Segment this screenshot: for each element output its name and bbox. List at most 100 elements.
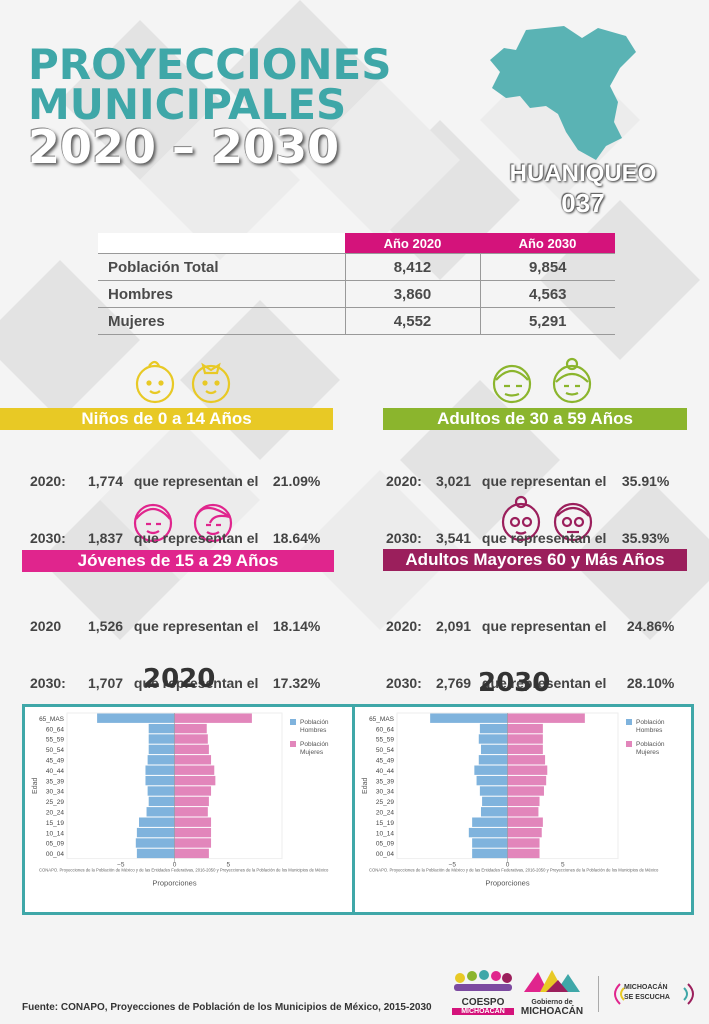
table-header-2020: Año 2020 xyxy=(345,233,480,254)
y-tick-label: 10_14 xyxy=(376,830,394,837)
cell-2020: 8,412 xyxy=(344,253,480,281)
escucha-line1: MICHOACÁN xyxy=(624,984,668,991)
coespo-people-icon xyxy=(454,970,512,991)
bar-mujeres xyxy=(507,817,543,827)
chart-source-note: CONAPO. Proyecciones de la Población de … xyxy=(369,868,659,873)
bar-mujeres xyxy=(507,775,547,786)
bar-hombres xyxy=(476,775,508,786)
chart-source-note: CONAPO. Proyecciones de la Población de … xyxy=(39,868,329,873)
bar-hombres xyxy=(472,838,508,848)
chart-year-right: 2030 xyxy=(478,668,551,698)
y-tick-label: 00_04 xyxy=(46,851,64,858)
escucha-line2: SE ESCUCHA xyxy=(624,994,670,1001)
y-tick-label: 35_39 xyxy=(46,778,64,785)
legend-label: Población Hombres xyxy=(300,719,329,734)
y-tick-label: 25_29 xyxy=(46,799,64,806)
logo-divider xyxy=(598,976,599,1012)
group-band-adultos: Adultos de 30 a 59 Años xyxy=(383,408,687,430)
stat-year: 2030: xyxy=(30,530,66,546)
table-row: Mujeres 4,552 5,291 xyxy=(98,307,615,335)
y-tick-label: 35_39 xyxy=(376,778,394,785)
youth-faces-icon xyxy=(133,503,233,543)
y-tick-label: 25_29 xyxy=(376,799,394,806)
stat-line: 2020: 1,774 que representan el 21.09% xyxy=(30,472,320,491)
bar-mujeres xyxy=(174,796,209,807)
bar-hombres xyxy=(482,796,508,807)
stat-year: 2030: xyxy=(30,675,66,691)
y-tick-label: 55_59 xyxy=(376,737,394,744)
cell-2030: 9,854 xyxy=(479,253,615,281)
adult-faces-icon xyxy=(492,357,592,404)
group-stats-mayores: 2020: 2,091 que representan el 24.86% 2030… xyxy=(386,579,674,712)
bar-mujeres xyxy=(507,848,540,859)
bar-hombres xyxy=(478,734,508,744)
signal-right-icon xyxy=(683,983,694,1005)
bar-hombres xyxy=(468,827,508,838)
gobierno-emblem-icon xyxy=(524,970,580,992)
group-band-ninos: Niños de 0 a 14 Años xyxy=(0,408,333,430)
bar-mujeres xyxy=(174,848,209,859)
bar-hombres xyxy=(148,723,175,734)
stat-count: 2,769 xyxy=(436,675,472,691)
bar-hombres xyxy=(480,744,508,755)
bar-mujeres xyxy=(174,765,215,775)
bar-hombres xyxy=(430,713,508,723)
row-label: Población Total xyxy=(98,253,345,281)
bar-hombres xyxy=(136,848,175,859)
population-pyramid-2030: 65_MAS 60_64 55_59 50_54 45_49 40_44 35_39 30_3… xyxy=(362,712,665,888)
y-axis-label: Edad xyxy=(32,778,39,794)
stat-year: 2020 xyxy=(30,618,62,634)
stat-count: 1,837 xyxy=(88,530,124,546)
stat-text: que representan el xyxy=(133,618,259,634)
stat-count: 1,707 xyxy=(88,675,124,691)
coespo-name: COESPO xyxy=(461,997,505,1008)
stat-pct: 35.93% xyxy=(621,530,670,546)
coespo-sub: MICHOACÁN xyxy=(452,1008,514,1015)
bar-hombres xyxy=(479,786,508,796)
stat-line: 2030: 2,769 que representan el 28.10% xyxy=(386,674,674,693)
stat-pct: 28.10% xyxy=(626,675,675,691)
y-tick-label: 45_49 xyxy=(46,758,64,765)
y-tick-label: 00_04 xyxy=(376,851,394,858)
y-tick-label: 20_24 xyxy=(376,810,394,817)
stat-pct: 17.32% xyxy=(272,675,321,691)
chart-year-left: 2020 xyxy=(143,664,216,694)
title-line-2: MUNICIPALES xyxy=(28,80,347,129)
x-tick-label: 5 xyxy=(226,862,230,869)
stat-text: que representan el xyxy=(133,473,259,489)
gobierno-logo: Gobierno de MICHOACÁN xyxy=(518,968,586,1018)
table-header-row: Año 2020 Año 2030 xyxy=(98,233,615,254)
bar-hombres xyxy=(136,827,175,838)
bar-mujeres xyxy=(174,817,212,827)
bar-mujeres xyxy=(174,755,212,765)
bar-hombres xyxy=(472,817,508,827)
stat-line: 2020 1,526 que representan el 18.14% xyxy=(30,617,320,636)
bar-hombres xyxy=(474,765,508,775)
group-band-mayores: Adultos Mayores 60 y Más Años xyxy=(383,549,687,571)
x-tick-label: 5 xyxy=(561,862,565,869)
bar-mujeres xyxy=(507,765,548,775)
bar-hombres xyxy=(135,838,175,848)
stat-text: que representan el xyxy=(481,618,607,634)
stat-line: 2020: 2,091 que representan el 24.86% xyxy=(386,617,674,636)
stat-line: 2030: 1,837 que representan el 18.64% xyxy=(30,529,320,548)
legend-label: Población Mujeres xyxy=(636,741,665,756)
michoacan-escucha-logo: MICHOACÁN SE ESCUCHA xyxy=(606,978,702,1010)
bar-hombres xyxy=(479,723,508,734)
y-tick-label: 20_24 xyxy=(46,810,64,817)
cell-2020: 4,552 xyxy=(344,307,480,335)
legend-label: Población Mujeres xyxy=(300,741,329,756)
group-stats-jovenes: 2020 1,526 que representan el 18.14% 2030:… xyxy=(30,579,320,712)
stat-pct: 35.91% xyxy=(621,473,670,489)
y-tick-label: 65_MAS xyxy=(39,716,65,723)
y-tick-label: 65_MAS xyxy=(369,716,395,723)
legend-label: Población Hombres xyxy=(636,719,665,734)
bar-mujeres xyxy=(174,744,209,755)
stat-year: 2020: xyxy=(386,618,422,634)
table-header-blank xyxy=(98,233,345,254)
bar-hombres xyxy=(139,817,175,827)
table-row: Población Total 8,412 9,854 xyxy=(98,253,615,281)
y-tick-label: 60_64 xyxy=(376,726,394,733)
stat-text: que representan el xyxy=(481,675,607,691)
y-tick-label: 55_59 xyxy=(46,737,64,744)
